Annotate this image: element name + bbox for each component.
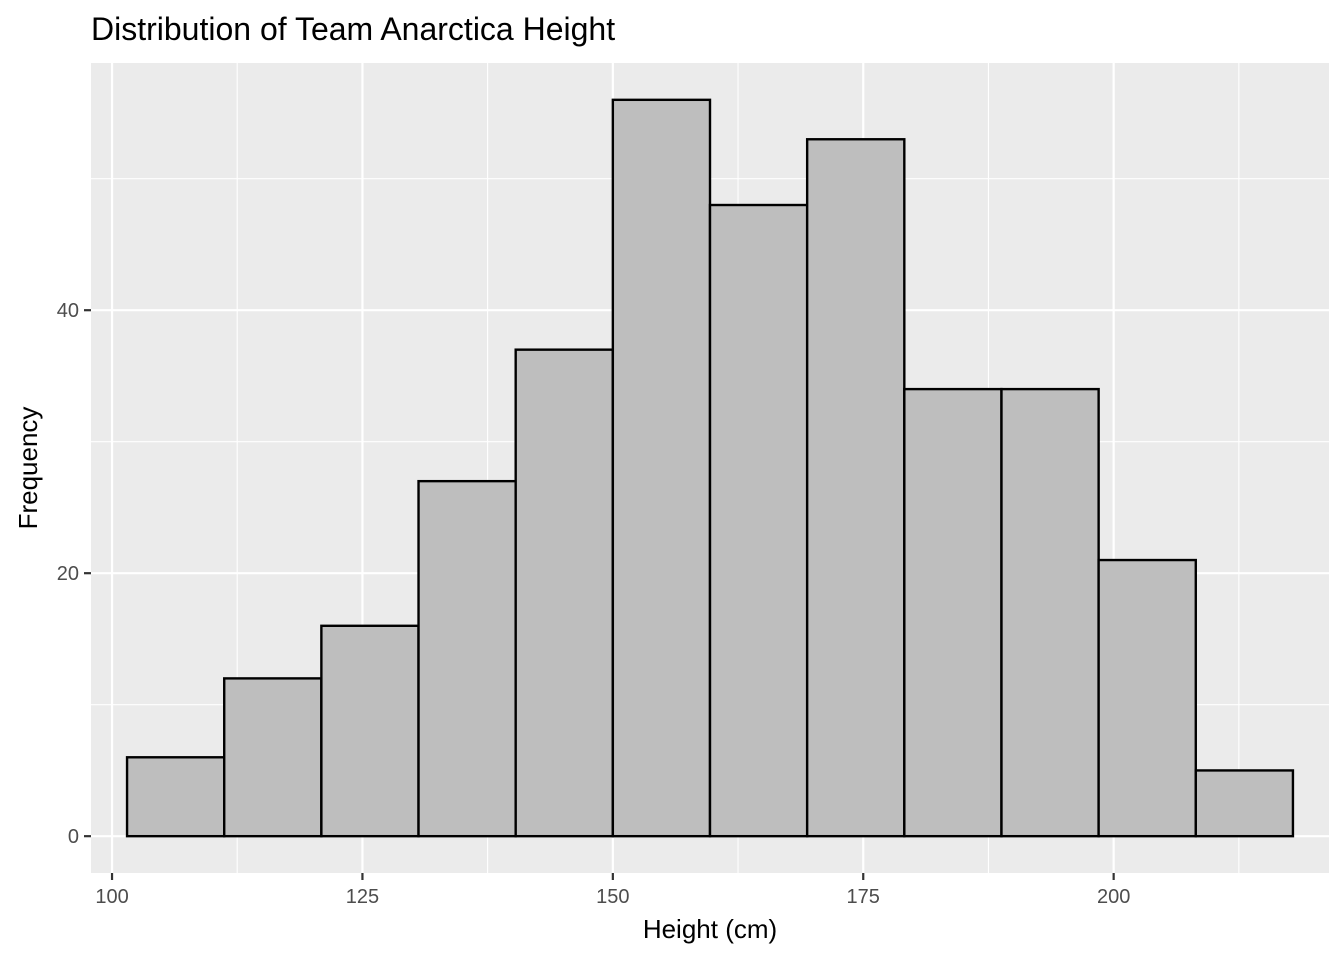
y-axis-title: Frequency [13,407,43,530]
histogram-bar [514,348,615,838]
x-tick-label: 200 [1097,886,1130,908]
histogram-bar [611,98,712,838]
histogram-bar [223,677,323,838]
histogram-bar [708,203,809,838]
y-tick-label: 0 [68,826,79,848]
histogram-bar [903,387,1003,838]
y-tick-label: 20 [57,563,79,585]
histogram-bar [805,138,906,838]
histogram-bar [1000,387,1100,838]
chart-title: Distribution of Team Anarctica Height [91,11,615,47]
y-axis-ticks: 0 20 40 [57,300,91,848]
histogram-bar [320,624,420,838]
histogram-bar [1097,558,1197,838]
histogram-bar [417,479,517,838]
y-tick-label: 40 [57,300,79,322]
histogram-bar [1194,769,1295,838]
histogram-bars [125,98,1295,838]
histogram-bar [125,756,226,838]
x-tick-label: 175 [847,886,880,908]
x-axis-ticks: 100 125 150 175 200 [95,873,1130,908]
x-tick-label: 125 [346,886,379,908]
x-tick-label: 100 [95,886,128,908]
x-axis-title: Height (cm) [643,914,777,944]
x-tick-label: 150 [596,886,629,908]
